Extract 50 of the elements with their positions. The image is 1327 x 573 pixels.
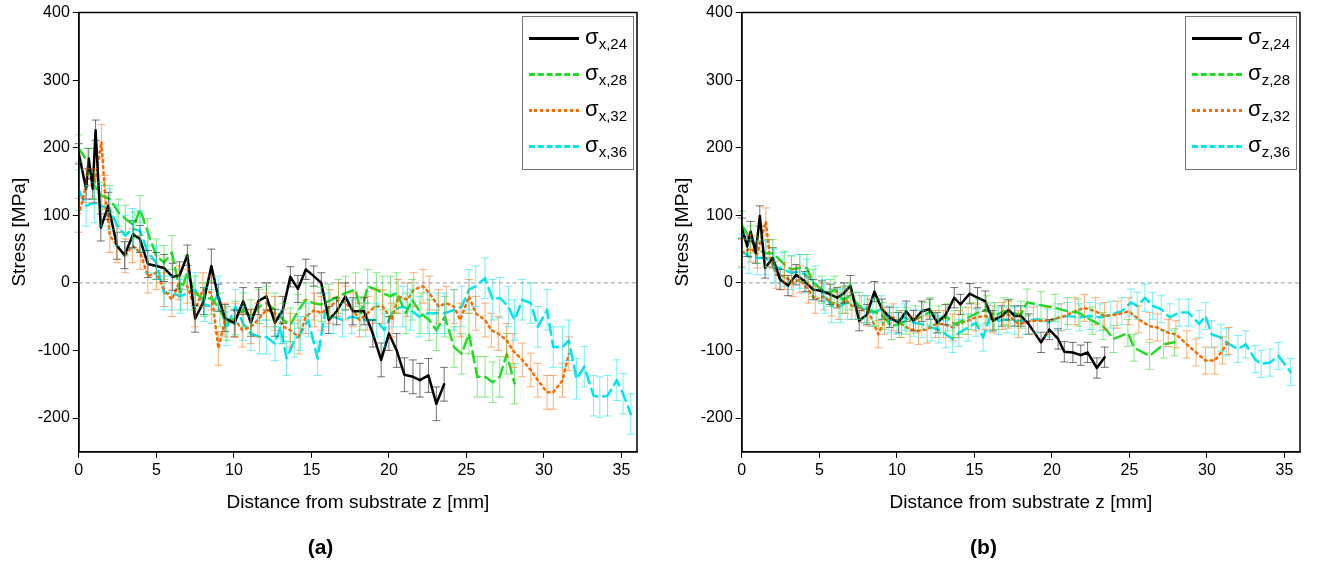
y-tick-label: 0 [723, 273, 733, 291]
y-tick-label: -100 [700, 340, 733, 358]
x-tick-label: 25 [457, 460, 476, 478]
x-tick-label: 0 [737, 460, 747, 478]
line-series [741, 220, 1230, 362]
line-series [78, 189, 633, 416]
legend-label: σ$_{x,24}$ [585, 24, 627, 53]
y-axis-title: Stress [MPa] [7, 177, 29, 287]
y-tick-label: 200 [43, 138, 70, 156]
legend-label: σ$_{z,28}$ [1248, 60, 1290, 89]
y-tick-label: 100 [43, 205, 70, 223]
y-tick-label: 0 [60, 273, 70, 291]
y-tick-label: 100 [706, 205, 733, 223]
text: (b) [970, 535, 997, 559]
legend-label: σ$_{x,32}$ [585, 96, 627, 125]
x-tick-label: 20 [380, 460, 398, 478]
x-tick-label: 0 [74, 460, 84, 478]
x-tick-label: 35 [1275, 460, 1294, 478]
x-tick-label: 15 [965, 460, 984, 478]
y-tick-label: 400 [706, 3, 733, 21]
text: (a) [307, 535, 334, 559]
line-series [78, 147, 516, 385]
x-tick-label: 5 [814, 460, 824, 478]
x-tick-label: 10 [887, 460, 906, 478]
x-tick-label: 5 [151, 460, 161, 478]
legend-label: σ$_{x,36}$ [585, 132, 627, 161]
y-tick-label: 300 [706, 70, 733, 88]
y-tick-label: -200 [700, 408, 733, 426]
y-axis-title: Stress [MPa] [670, 177, 692, 287]
line-series [741, 223, 1176, 358]
legend-label: σ$_{z,24}$ [1248, 24, 1290, 53]
y-tick-label: 300 [43, 70, 70, 88]
y-tick-label: 200 [706, 138, 733, 156]
y-tick-label: 400 [43, 3, 70, 21]
y-tick-label: -100 [37, 340, 70, 358]
x-tick-label: 20 [1043, 460, 1061, 478]
x-axis-title: Distance from substrate z [mm] [226, 490, 490, 512]
legend-label: σ$_{x,28}$ [585, 60, 627, 89]
x-axis-title: Distance from substrate z [mm] [889, 490, 1153, 512]
x-tick-label: 35 [612, 460, 631, 478]
x-tick-label: 15 [302, 460, 321, 478]
line-series [78, 140, 571, 394]
x-tick-label: 10 [224, 460, 243, 478]
x-tick-label: 25 [1120, 460, 1139, 478]
legend-label: σ$_{z,32}$ [1248, 96, 1290, 125]
y-tick-label: -200 [37, 408, 70, 426]
x-tick-label: 30 [535, 460, 553, 478]
legend-label: σ$_{z,36}$ [1248, 132, 1290, 161]
x-tick-label: 30 [1198, 460, 1216, 478]
line-series [741, 249, 1292, 374]
